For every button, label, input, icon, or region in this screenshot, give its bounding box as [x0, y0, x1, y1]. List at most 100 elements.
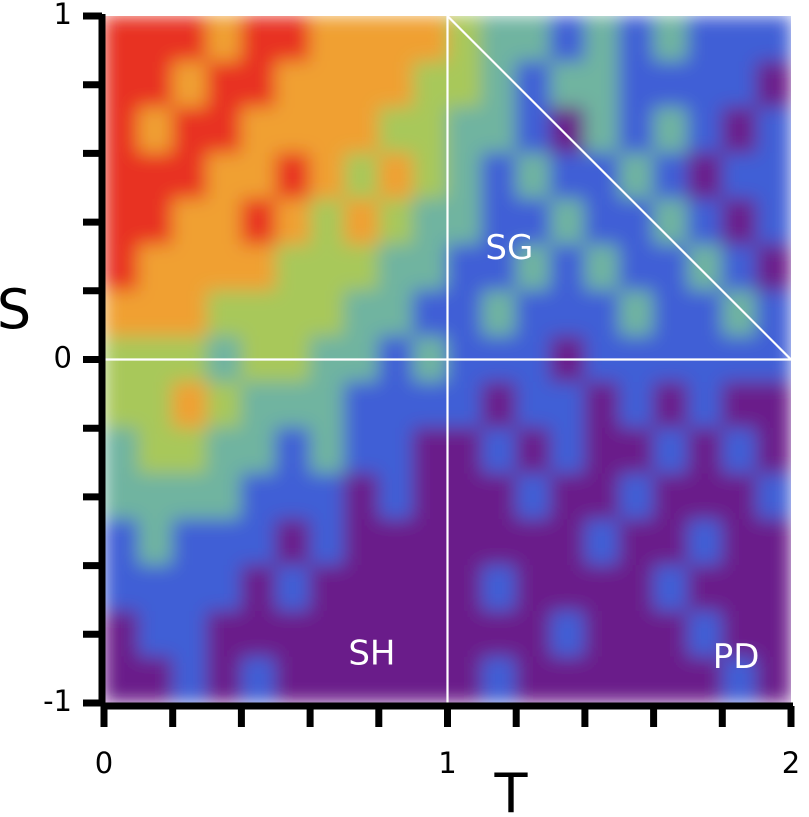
- heatmap-cell: [756, 565, 791, 612]
- heatmap-cell: [550, 381, 586, 429]
- heatmap-cell: [412, 61, 448, 109]
- heatmap-cell: [206, 107, 242, 154]
- heatmap-cell: [618, 61, 655, 109]
- heatmap-cell: [309, 519, 345, 567]
- heatmap-cell: [618, 107, 655, 154]
- heatmap-cell: [104, 519, 139, 567]
- heatmap-cell: [687, 427, 723, 475]
- heatmap-cell: [172, 519, 208, 567]
- heatmap-cell: [172, 198, 208, 246]
- heatmap-cell: [447, 107, 483, 154]
- heatmap-cell: [240, 152, 277, 200]
- heatmap-cell: [137, 290, 174, 338]
- heatmap-cell: [515, 244, 552, 292]
- heatmap-cell: [447, 656, 483, 703]
- heatmap-cell: [481, 519, 517, 567]
- heatmap-cell: [275, 519, 311, 567]
- heatmap-cell: [206, 290, 242, 338]
- heatmap-cell: [343, 656, 380, 703]
- heatmap-cell: [412, 381, 448, 429]
- heatmap-cell: [756, 610, 791, 658]
- heatmap-cell: [343, 107, 380, 154]
- heatmap-cell: [618, 656, 655, 703]
- heatmap-cell: [104, 61, 139, 109]
- heatmap-cell: [584, 473, 620, 521]
- heatmap-cell: [343, 519, 380, 567]
- heatmap-cell: [618, 198, 655, 246]
- heatmap-cell: [378, 519, 414, 567]
- heatmap-cell: [687, 61, 723, 109]
- heatmap-cell: [756, 656, 791, 703]
- heatmap-cell: [137, 427, 174, 475]
- heatmap-cell: [104, 16, 139, 63]
- heatmap-cell: [584, 381, 620, 429]
- heatmap-cell: [584, 107, 620, 154]
- heatmap-cell: [447, 16, 483, 63]
- heatmap-cell: [104, 152, 139, 200]
- heatmap-cell: [515, 290, 552, 338]
- heatmap-cell: [309, 565, 345, 612]
- heatmap-cell: [618, 290, 655, 338]
- heatmap-cell: [756, 381, 791, 429]
- heatmap-cell: [343, 290, 380, 338]
- heatmap-cell: [721, 198, 758, 246]
- heatmap-cell: [584, 610, 620, 658]
- heatmap-cell: [481, 152, 517, 200]
- heatmap-cell: [412, 152, 448, 200]
- heatmap-cell: [104, 473, 139, 521]
- heatmap-cell: [172, 473, 208, 521]
- heatmap-cell: [550, 427, 586, 475]
- heatmap-cell: [756, 198, 791, 246]
- heatmap-cell: [653, 565, 689, 612]
- heatmap-cell: [137, 565, 174, 612]
- region-labels: SG SH PD: [348, 228, 759, 677]
- heatmap-cell: [618, 519, 655, 567]
- heatmap-cell: [309, 290, 345, 338]
- heatmap-cell: [447, 381, 483, 429]
- heatmap-cell: [343, 381, 380, 429]
- boundary-lines: [104, 15, 792, 703]
- heatmap-cell: [687, 381, 723, 429]
- heatmap-cell: [550, 565, 586, 612]
- heatmap-cell: [721, 107, 758, 154]
- heatmap-cell: [653, 610, 689, 658]
- axes: 1 0 -1 0 1 2: [43, 0, 800, 780]
- heatmap-cell: [447, 198, 483, 246]
- heatmap-cell: [104, 198, 139, 246]
- heatmap-cell: [515, 473, 552, 521]
- heatmap-cell: [206, 61, 242, 109]
- heatmap-cell: [550, 610, 586, 658]
- heatmap-cell: [515, 656, 552, 703]
- heatmap-cell: [240, 519, 277, 567]
- heatmap-cell: [721, 656, 758, 703]
- heatmap-cell: [172, 610, 208, 658]
- heatmap-cell: [172, 656, 208, 703]
- heatmap-cell: [481, 290, 517, 338]
- heatmap-cell: [343, 610, 380, 658]
- heatmap-cell: [721, 152, 758, 200]
- heatmap-cell: [378, 244, 414, 292]
- heatmap-cell: [687, 152, 723, 200]
- heatmap-cell: [618, 16, 655, 63]
- heatmap-cell: [172, 107, 208, 154]
- heatmap-cell: [172, 565, 208, 612]
- heatmap-cell: [584, 290, 620, 338]
- heatmap-cell: [309, 610, 345, 658]
- heatmap-cell: [687, 519, 723, 567]
- heatmap-cell: [756, 107, 791, 154]
- heatmap-cell: [618, 244, 655, 292]
- heatmap-cell: [550, 473, 586, 521]
- heatmap-cell: [206, 427, 242, 475]
- heatmap-cell: [343, 152, 380, 200]
- heatmap-cell: [137, 519, 174, 567]
- y-tick-label: -1: [43, 684, 72, 718]
- heatmap-cell: [240, 61, 277, 109]
- heatmap-cell: [515, 519, 552, 567]
- heatmap-cell: [240, 244, 277, 292]
- heatmap-cell: [653, 427, 689, 475]
- heatmap-cell: [309, 381, 345, 429]
- heatmap-cell: [412, 427, 448, 475]
- heatmap-cell: [481, 107, 517, 154]
- heatmap-cell: [104, 381, 139, 429]
- heatmap-cell: [653, 107, 689, 154]
